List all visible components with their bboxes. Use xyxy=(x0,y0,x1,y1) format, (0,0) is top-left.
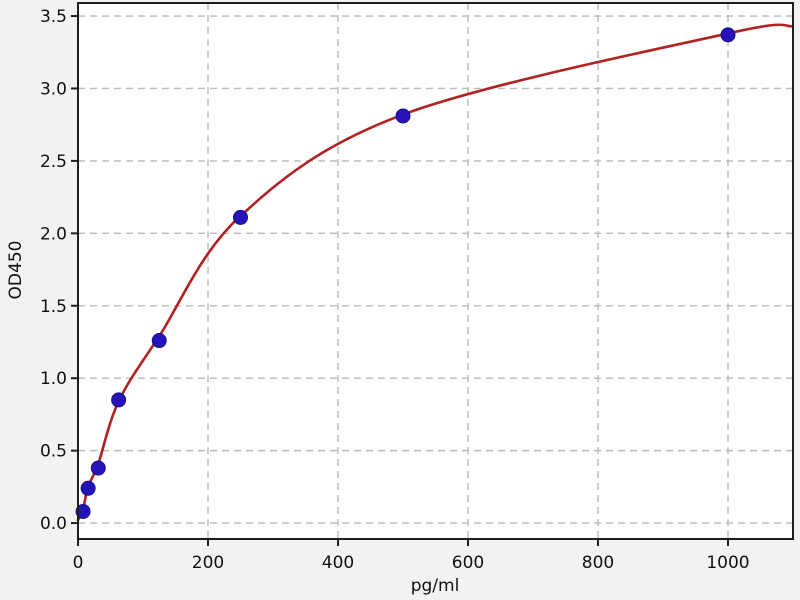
y-tick-label: 3.5 xyxy=(40,7,67,27)
x-tick-label: 800 xyxy=(582,553,614,573)
y-tick-label: 2.5 xyxy=(40,152,67,172)
y-tick-label: 0.0 xyxy=(40,514,67,534)
y-tick-label: 0.5 xyxy=(40,442,67,462)
y-tick-label: 3.0 xyxy=(40,79,67,99)
data-point xyxy=(80,480,96,496)
x-tick-label: 400 xyxy=(322,553,354,573)
y-tick-label: 1.0 xyxy=(40,369,67,389)
x-tick-label: 200 xyxy=(192,553,224,573)
plot-area xyxy=(78,3,793,539)
data-point xyxy=(395,108,411,124)
data-point xyxy=(111,392,127,408)
y-tick-label: 1.5 xyxy=(40,297,67,317)
data-point xyxy=(233,209,248,225)
y-tick-label: 2.0 xyxy=(40,224,67,244)
x-tick-label: 1000 xyxy=(706,553,749,573)
data-point xyxy=(75,503,91,519)
x-tick-label: 0 xyxy=(73,553,84,573)
data-point xyxy=(720,27,736,43)
data-point xyxy=(90,460,106,476)
axes-box xyxy=(77,2,794,540)
data-point xyxy=(151,333,167,349)
x-tick-label: 600 xyxy=(452,553,484,573)
y-axis-label: OD450 xyxy=(6,240,26,300)
x-axis-label: pg/ml xyxy=(410,576,460,596)
